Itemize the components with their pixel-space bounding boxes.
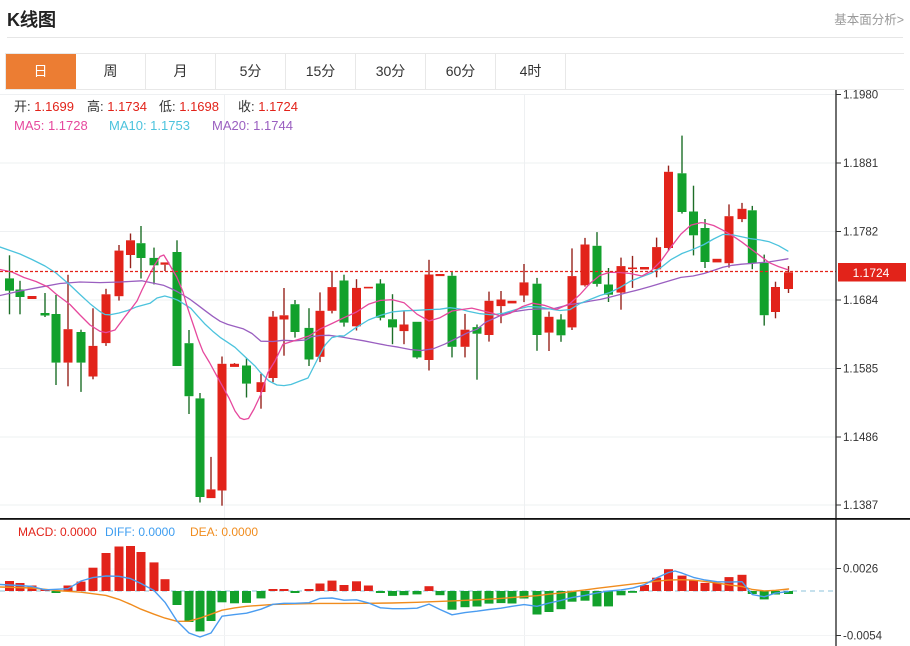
svg-text:1.1980: 1.1980 xyxy=(843,90,878,102)
svg-text:1.1724: 1.1724 xyxy=(853,266,890,280)
svg-text:1.1782: 1.1782 xyxy=(843,227,878,239)
svg-text:0.0026: 0.0026 xyxy=(843,564,878,576)
svg-text:1.1684: 1.1684 xyxy=(843,295,879,307)
svg-text:1.1387: 1.1387 xyxy=(843,500,878,512)
svg-text:-0.0054: -0.0054 xyxy=(843,631,883,643)
svg-text:1.1881: 1.1881 xyxy=(843,158,878,170)
svg-text:1.1585: 1.1585 xyxy=(843,364,878,376)
svg-text:1.1486: 1.1486 xyxy=(843,432,878,444)
